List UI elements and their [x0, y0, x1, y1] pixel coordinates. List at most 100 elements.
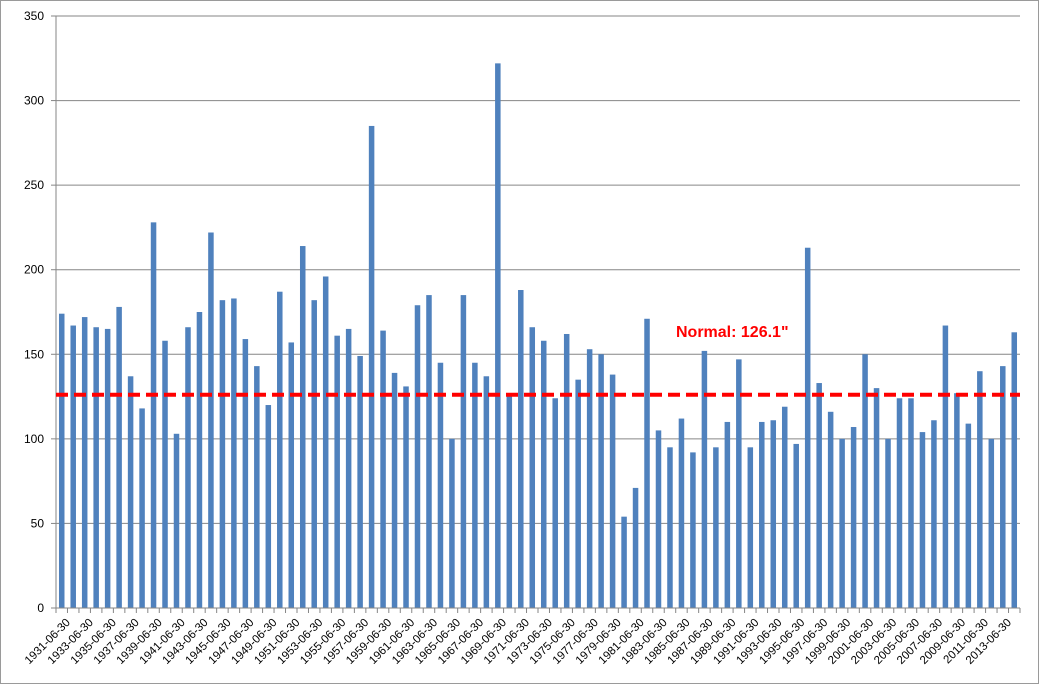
bar — [254, 366, 260, 608]
y-tick-label: 100 — [24, 432, 44, 446]
bar — [977, 371, 983, 608]
bar — [81, 317, 88, 608]
bar — [1011, 332, 1018, 608]
bar — [678, 418, 685, 608]
bar — [437, 362, 444, 608]
bar — [127, 376, 134, 608]
bar — [632, 487, 639, 608]
bar — [850, 427, 857, 608]
normal-label: Normal: 126.1" — [676, 324, 789, 341]
bar — [885, 438, 891, 608]
bar — [70, 325, 76, 608]
y-tick-label: 250 — [24, 178, 44, 192]
bar — [426, 295, 432, 608]
bar — [495, 63, 501, 609]
bar — [713, 447, 719, 608]
bar — [747, 447, 754, 608]
y-tick-label: 350 — [24, 9, 44, 23]
bar — [93, 327, 99, 608]
bar — [277, 291, 283, 608]
bar — [667, 447, 673, 608]
gridlines — [56, 15, 1020, 524]
bar — [827, 411, 834, 608]
x-axis-ticks: 1931-06-301933-06-301935-06-301937-06-30… — [23, 608, 1021, 667]
bar — [265, 405, 272, 608]
bar — [231, 298, 237, 608]
bar — [540, 340, 547, 608]
bar — [793, 443, 799, 608]
bar — [816, 383, 822, 608]
bar — [1000, 366, 1006, 608]
bar — [563, 333, 570, 608]
bar — [804, 247, 811, 608]
bar — [690, 452, 696, 608]
bar — [173, 433, 180, 608]
bar — [506, 394, 513, 608]
bar — [139, 408, 145, 608]
bar — [460, 295, 467, 608]
y-axis-ticks: 0 50 100 150 200 250 300 350 — [24, 9, 56, 615]
bar — [208, 232, 214, 608]
bar — [770, 420, 777, 608]
bar — [219, 300, 226, 608]
y-tick-label: 150 — [24, 347, 44, 361]
bar — [58, 313, 65, 608]
bar — [299, 246, 306, 608]
bar — [334, 335, 340, 608]
bar — [414, 305, 421, 608]
bar — [345, 328, 352, 608]
bar — [472, 362, 478, 608]
y-tick-label: 300 — [24, 94, 44, 108]
y-tick-label: 50 — [31, 516, 45, 530]
bar — [908, 398, 914, 608]
bar — [150, 222, 157, 608]
bar — [391, 372, 398, 608]
bar — [116, 306, 122, 608]
bar — [529, 327, 536, 608]
y-tick-label: 200 — [24, 263, 44, 277]
bar — [483, 376, 490, 608]
bar — [896, 398, 903, 608]
bar — [621, 516, 627, 608]
bar — [919, 432, 926, 608]
bar — [942, 325, 949, 608]
bar — [759, 421, 765, 608]
bar — [644, 318, 650, 608]
bar — [954, 393, 960, 608]
bar — [196, 312, 203, 608]
bar — [862, 354, 868, 608]
bar — [839, 438, 845, 608]
bar — [736, 359, 742, 608]
bar — [552, 398, 558, 608]
y-tick-label: 0 — [37, 601, 44, 615]
bar — [104, 328, 111, 608]
bar — [185, 327, 191, 608]
bar — [598, 354, 604, 608]
bar — [609, 374, 616, 608]
bar — [724, 421, 731, 608]
bar — [655, 430, 662, 608]
bar — [781, 406, 788, 608]
bar — [380, 330, 386, 608]
bar — [357, 355, 363, 608]
bar — [873, 388, 880, 608]
bar — [288, 342, 295, 608]
bar — [162, 340, 168, 608]
bar — [586, 349, 593, 608]
normal-line-group: Normal: 126.1" — [56, 324, 1020, 397]
bar — [988, 438, 995, 608]
bar — [242, 339, 249, 608]
bar — [701, 350, 708, 608]
bar-series — [58, 63, 1018, 609]
bar — [311, 300, 317, 608]
bar — [322, 276, 329, 608]
bar — [403, 386, 409, 608]
bar — [518, 290, 524, 608]
bar — [965, 423, 972, 608]
bar — [449, 438, 455, 608]
bar — [931, 420, 937, 608]
bar — [575, 379, 581, 608]
bar — [368, 125, 375, 608]
